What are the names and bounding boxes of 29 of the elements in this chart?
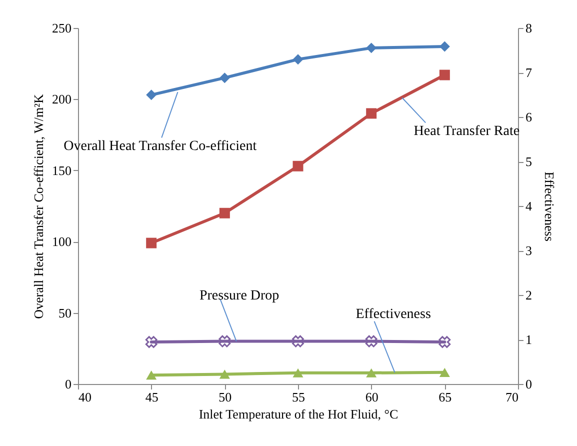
y2-tick-label: 6	[526, 110, 532, 124]
y-tick-label: 50	[58, 305, 72, 320]
y2-tick-label: 2	[526, 288, 532, 302]
y2-tick-label: 3	[526, 243, 532, 258]
y-tick-label: 0	[65, 376, 72, 392]
x-tick-label: 40	[78, 390, 92, 404]
text: Heat Transfer Rate	[414, 124, 520, 140]
y2-tick-label: 0	[526, 376, 532, 392]
x-tick-label: 50	[218, 390, 232, 404]
y2-tick-label: 1	[526, 332, 532, 347]
x-tick-label: 60	[365, 390, 378, 404]
y2-tick-label: 7	[526, 65, 532, 80]
y-tick-label: 100	[52, 234, 72, 250]
y-tick-label: 250	[52, 20, 72, 36]
x-tick-label: 65	[438, 390, 452, 404]
x-tick-label: 70	[506, 390, 518, 404]
x-axis-title: Inlet Temperature of the Hot Fluid, °C	[198, 406, 398, 422]
x-tick-label: 45	[145, 390, 158, 404]
y-axis-title: Overall Heat Transfer Co-efficient, W/m²K	[31, 94, 46, 319]
y2-tick-label: 5	[526, 154, 532, 169]
text: Pressure Drop	[199, 288, 280, 304]
y-tick-label: 200	[52, 92, 72, 107]
text: Effectiveness	[356, 307, 431, 322]
y2-tick-label: 4	[526, 198, 532, 214]
y2-axis-title: Effectiveness	[542, 172, 557, 242]
text: Overall Heat Transfer Co-efficient	[64, 139, 257, 154]
x-tick-label: 55	[292, 390, 305, 404]
y2-tick-label: 8	[526, 20, 532, 36]
y-tick-label: 150	[52, 162, 72, 178]
